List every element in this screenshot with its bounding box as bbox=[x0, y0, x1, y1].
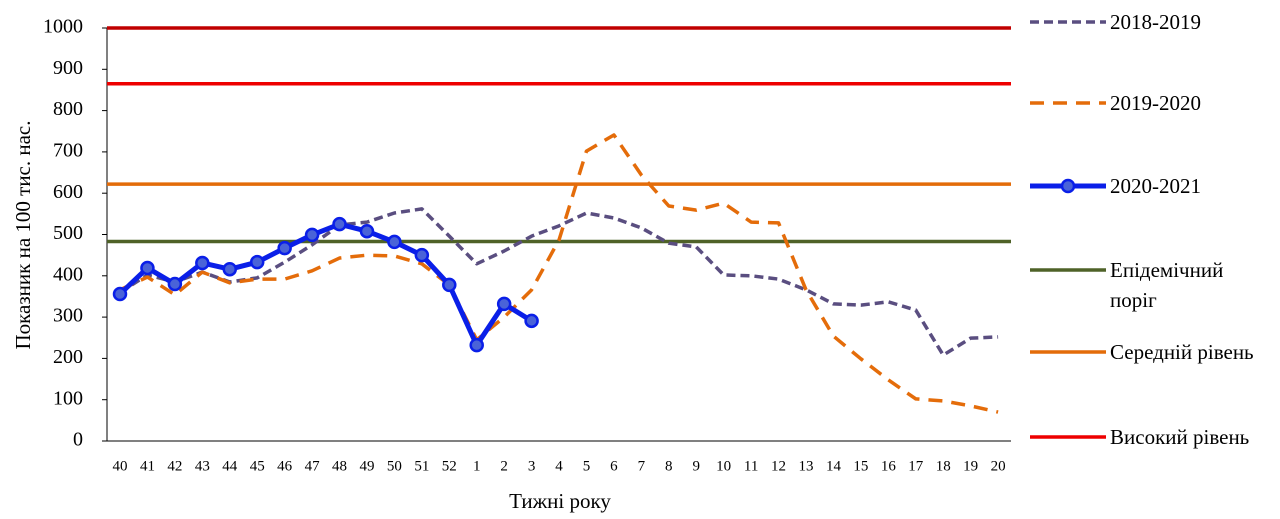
x-tick-label: 52 bbox=[442, 458, 457, 474]
y-tick-label: 500 bbox=[53, 222, 83, 244]
y-tick-label: 900 bbox=[53, 57, 83, 79]
point bbox=[167, 276, 183, 292]
x-tick-label: 1 bbox=[473, 458, 481, 474]
point bbox=[112, 286, 128, 302]
x-tick-label: 20 bbox=[991, 458, 1006, 474]
y-tick-label: 700 bbox=[53, 139, 83, 161]
point bbox=[442, 277, 457, 293]
x-tick-label: 46 bbox=[277, 458, 293, 474]
x-tick-label: 9 bbox=[692, 458, 700, 474]
x-tick-label: 19 bbox=[963, 458, 978, 474]
x-tick-label: 45 bbox=[250, 458, 265, 474]
point bbox=[277, 240, 292, 256]
x-tick-label: 16 bbox=[881, 458, 897, 474]
point bbox=[359, 223, 375, 239]
point bbox=[414, 247, 430, 263]
y-tick-label: 1000 bbox=[43, 16, 83, 38]
y-axis-title: Показник на 100 тис. нас. bbox=[11, 120, 35, 349]
x-axis-title: Тижні року bbox=[509, 489, 611, 513]
x-tick-label: 15 bbox=[853, 458, 868, 474]
y-tick-label: 400 bbox=[53, 263, 83, 285]
point bbox=[496, 296, 512, 312]
series-line bbox=[118, 221, 533, 348]
x-tick-label: 5 bbox=[583, 458, 591, 474]
legend-label: 2018-2019 bbox=[1110, 10, 1201, 34]
legend-label: Високий рівень bbox=[1110, 425, 1250, 449]
x-tick-label: 49 bbox=[359, 458, 374, 474]
point bbox=[304, 227, 320, 243]
x-tick-label: 41 bbox=[140, 458, 155, 474]
x-tick-label: 10 bbox=[716, 458, 731, 474]
y-tick-label: 300 bbox=[53, 305, 83, 327]
x-tick-label: 42 bbox=[167, 458, 182, 474]
point bbox=[469, 337, 484, 353]
x-tick-label: 13 bbox=[799, 458, 814, 474]
x-tick-label: 3 bbox=[528, 458, 536, 474]
x-tick-label: 6 bbox=[610, 458, 618, 474]
x-tick-label: 50 bbox=[387, 458, 402, 474]
point bbox=[332, 216, 347, 232]
series-line bbox=[119, 207, 999, 357]
legend-label: Епідемічний поріг bbox=[1110, 258, 1224, 312]
y-tick-label: 100 bbox=[53, 387, 83, 409]
point bbox=[140, 260, 155, 276]
point bbox=[249, 254, 265, 270]
x-tick-label: 17 bbox=[908, 458, 924, 474]
x-tick-label: 47 bbox=[305, 458, 321, 474]
point bbox=[387, 234, 402, 250]
y-tick-label: 800 bbox=[53, 98, 83, 120]
x-tick-label: 4 bbox=[555, 458, 563, 474]
y-tick-label: 600 bbox=[53, 181, 83, 203]
x-tick-label: 48 bbox=[332, 458, 347, 474]
y-tick-label: 200 bbox=[53, 346, 83, 368]
x-tick-label: 43 bbox=[195, 458, 210, 474]
y-tick-label: 0 bbox=[73, 429, 83, 451]
legend-label: 2020-2021 bbox=[1110, 174, 1201, 198]
x-tick-label: 40 bbox=[113, 458, 128, 474]
series-line bbox=[119, 133, 999, 414]
x-tick-label: 18 bbox=[936, 458, 951, 474]
x-tick-label: 44 bbox=[222, 458, 238, 474]
legend-label: 2019-2020 bbox=[1110, 91, 1201, 115]
x-tick-label: 7 bbox=[638, 458, 646, 474]
legend-label: Середній рівень bbox=[1110, 340, 1254, 364]
point bbox=[222, 261, 238, 277]
legend-marker bbox=[1060, 178, 1076, 194]
x-tick-label: 12 bbox=[771, 458, 786, 474]
x-tick-label: 8 bbox=[665, 458, 673, 474]
point bbox=[524, 313, 539, 329]
x-tick-label: 2 bbox=[500, 458, 508, 474]
x-tick-label: 14 bbox=[826, 458, 842, 474]
x-tick-label: 51 bbox=[414, 458, 429, 474]
x-tick-label: 11 bbox=[744, 458, 758, 474]
point bbox=[195, 255, 210, 271]
